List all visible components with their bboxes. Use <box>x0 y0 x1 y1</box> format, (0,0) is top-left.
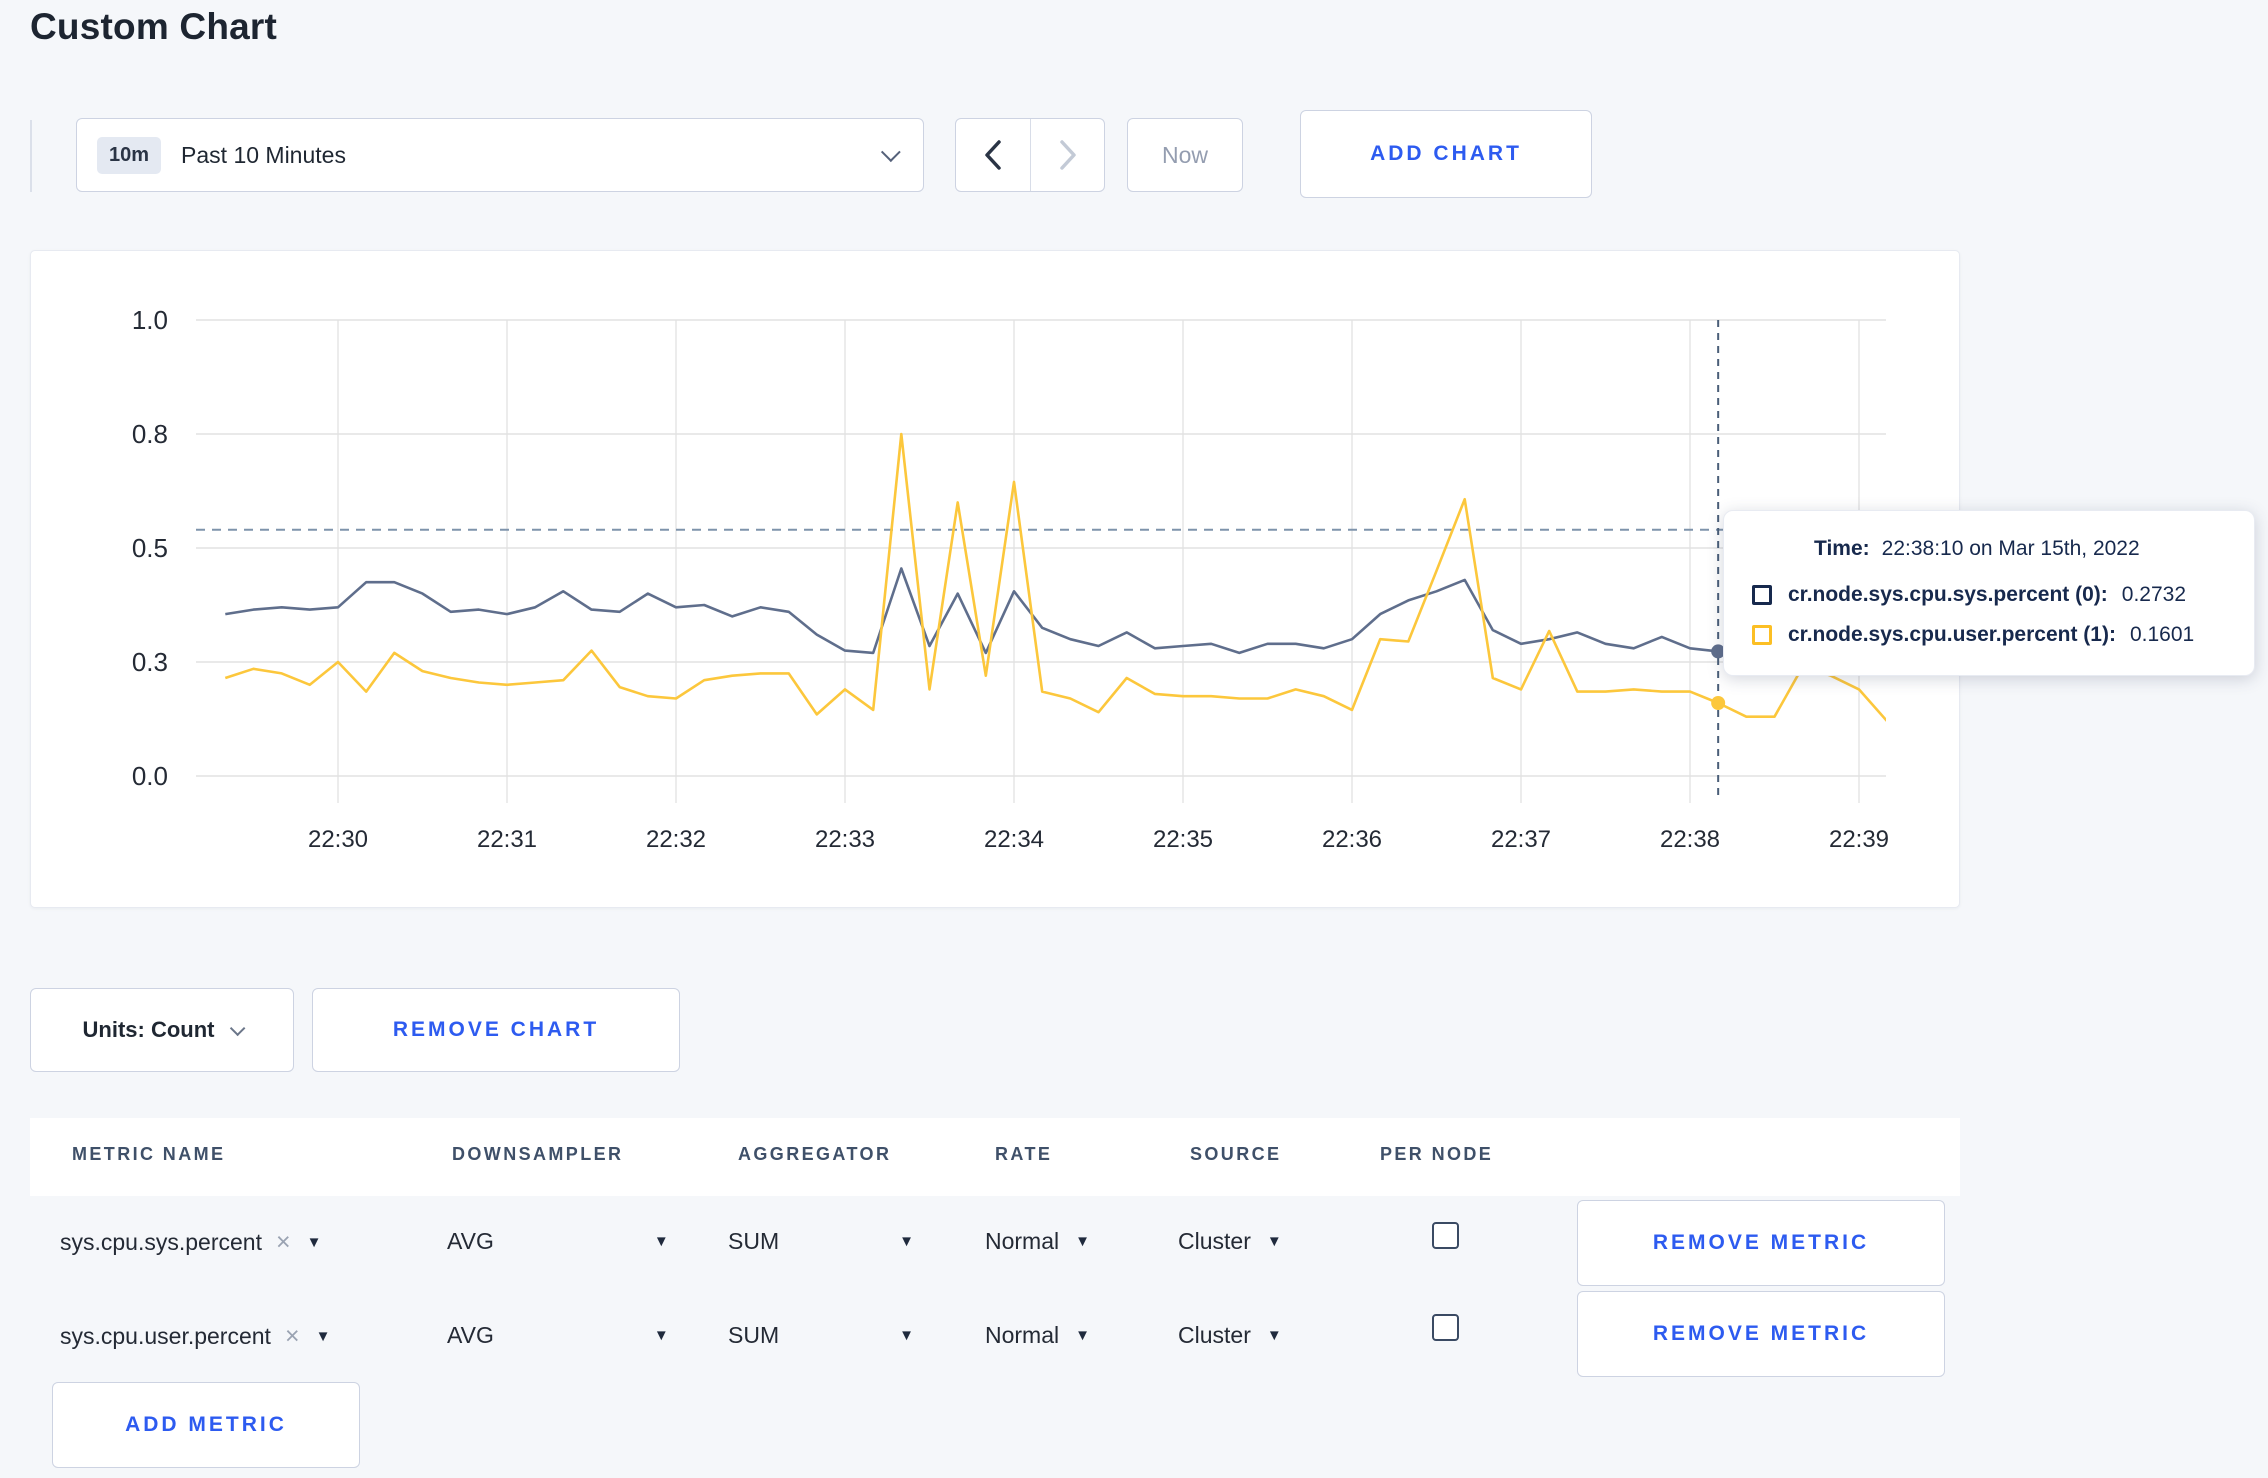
y-axis-tick-label: 1.0 <box>132 305 168 335</box>
tooltip-series-label: cr.node.sys.cpu.user.percent (1): <box>1788 623 2116 646</box>
header-rate: RATE <box>995 1144 1053 1164</box>
chevron-down-icon <box>230 1020 246 1036</box>
previous-time-button[interactable] <box>956 119 1030 191</box>
toolbar-left-divider <box>30 120 32 192</box>
series-swatch-user-icon <box>1752 625 1772 645</box>
time-window-label: Past 10 Minutes <box>181 141 346 168</box>
caret-down-icon: ▼ <box>315 1328 331 1345</box>
page-title: Custom Chart <box>30 6 278 47</box>
add-metric-label: ADD METRIC <box>125 1413 287 1436</box>
caret-down-icon: ▼ <box>899 1233 914 1250</box>
caret-down-icon: ▼ <box>653 1233 669 1250</box>
x-axis-tick-label: 22:31 <box>477 826 537 853</box>
tooltip-series-value: 0.1601 <box>2129 623 2195 646</box>
source-select[interactable]: Cluster ▼ <box>1178 1228 1282 1254</box>
caret-down-icon: ▼ <box>1266 1327 1282 1344</box>
header-aggregator: AGGREGATOR <box>738 1144 892 1164</box>
metrics-table-header: METRIC NAME DOWNSAMPLER AGGREGATOR RATE … <box>30 1118 1960 1196</box>
caret-down-icon: ▼ <box>1266 1233 1282 1250</box>
x-axis-tick-label: 22:34 <box>984 826 1044 853</box>
tooltip-series-row: cr.node.sys.cpu.user.percent (1): 0.1601 <box>1752 623 2226 647</box>
y-axis-tick-label: 0.3 <box>132 647 168 677</box>
downsampler-select[interactable]: AVG ▼ <box>447 1228 669 1254</box>
chevron-right-icon <box>1059 140 1076 170</box>
x-axis-tick-label: 22:32 <box>646 826 706 853</box>
chevron-down-icon <box>880 142 901 163</box>
timeseries-chart[interactable]: 22:30 22:31 22:32 22:33 22:34 22:35 22:36 22:37… <box>31 251 1959 907</box>
caret-down-icon: ▼ <box>653 1327 669 1344</box>
series-swatch-sys-icon <box>1752 585 1772 605</box>
series-line-0 <box>225 567 1886 664</box>
downsampler-select[interactable]: AVG ▼ <box>447 1322 669 1348</box>
clear-metric-icon[interactable]: × <box>284 1322 300 1350</box>
caret-down-icon: ▼ <box>306 1234 322 1251</box>
x-axis-tick-label: 22:30 <box>308 826 368 853</box>
chevron-left-icon <box>985 140 1001 170</box>
now-button[interactable]: Now <box>1127 118 1243 192</box>
header-metric-name: METRIC NAME <box>72 1144 226 1164</box>
chart-card: 22:30 22:31 22:32 22:33 22:34 22:35 22:36 22:37… <box>30 250 1960 908</box>
aggregator-select[interactable]: SUM ▼ <box>728 1322 914 1348</box>
y-axis-tick-label: 0.8 <box>132 419 168 449</box>
remove-metric-label: REMOVE METRIC <box>1652 1231 1870 1254</box>
add-metric-button[interactable]: ADD METRIC <box>52 1382 360 1468</box>
remove-chart-label: REMOVE CHART <box>392 1018 600 1041</box>
next-time-button[interactable] <box>1030 119 1104 191</box>
rate-select[interactable]: Normal ▼ <box>985 1322 1090 1348</box>
caret-down-icon: ▼ <box>1075 1327 1090 1344</box>
x-axis-tick-label: 22:39 <box>1829 826 1889 853</box>
per-node-checkbox[interactable] <box>1432 1222 1459 1249</box>
remove-metric-label: REMOVE METRIC <box>1652 1322 1870 1345</box>
tooltip-time: Time: 22:38:10 on Mar 15th, 2022 <box>1814 537 2226 561</box>
tooltip-series-label: cr.node.sys.cpu.sys.percent (0): <box>1788 583 2108 606</box>
remove-metric-button[interactable]: REMOVE METRIC <box>1577 1291 1945 1377</box>
tooltip-time-value: 22:38:10 on Mar 15th, 2022 <box>1881 537 2140 560</box>
remove-chart-button[interactable]: REMOVE CHART <box>312 988 680 1072</box>
tooltip-time-label: Time: <box>1814 537 1870 560</box>
caret-down-icon: ▼ <box>1075 1233 1090 1250</box>
x-axis-tick-label: 22:36 <box>1322 826 1382 853</box>
source-select[interactable]: Cluster ▼ <box>1178 1322 1282 1348</box>
x-axis-tick-label: 22:35 <box>1153 826 1213 853</box>
header-per-node: PER NODE <box>1380 1144 1494 1164</box>
hover-point-sys <box>1711 644 1726 659</box>
metric-name-select[interactable]: sys.cpu.sys.percent × ▼ <box>60 1228 322 1256</box>
header-source: SOURCE <box>1190 1144 1282 1164</box>
add-chart-button[interactable]: ADD CHART <box>1300 110 1592 198</box>
x-axis-tick-label: 22:37 <box>1491 826 1551 853</box>
rate-select[interactable]: Normal ▼ <box>985 1228 1090 1254</box>
header-downsampler: DOWNSAMPLER <box>452 1144 624 1164</box>
caret-down-icon: ▼ <box>899 1327 914 1344</box>
chart-tooltip: Time: 22:38:10 on Mar 15th, 2022 cr.node.… <box>1723 510 2255 676</box>
y-axis-tick-label: 0.5 <box>132 533 168 563</box>
time-range-dropdown[interactable]: 10m Past 10 Minutes <box>76 118 924 192</box>
per-node-checkbox[interactable] <box>1432 1314 1459 1341</box>
tooltip-series-row: cr.node.sys.cpu.sys.percent (0): 0.2732 <box>1752 583 2226 607</box>
hover-point-user <box>1711 695 1726 710</box>
time-step-button-group <box>955 118 1105 192</box>
clear-metric-icon[interactable]: × <box>275 1228 291 1256</box>
add-chart-label: ADD CHART <box>1370 142 1522 165</box>
units-label: Units: Count <box>82 1017 215 1042</box>
tooltip-series-value: 0.2732 <box>2121 583 2187 606</box>
series-line-1 <box>224 432 1886 722</box>
time-window-badge: 10m <box>97 136 162 174</box>
aggregator-select[interactable]: SUM ▼ <box>728 1228 914 1254</box>
remove-metric-button[interactable]: REMOVE METRIC <box>1577 1200 1945 1286</box>
x-axis-tick-label: 22:33 <box>815 826 875 853</box>
y-axis-tick-label: 0.0 <box>132 761 168 791</box>
metric-name-select[interactable]: sys.cpu.user.percent × ▼ <box>60 1322 331 1350</box>
x-axis-tick-label: 22:38 <box>1660 826 1720 853</box>
units-dropdown[interactable]: Units: Count <box>30 988 294 1072</box>
